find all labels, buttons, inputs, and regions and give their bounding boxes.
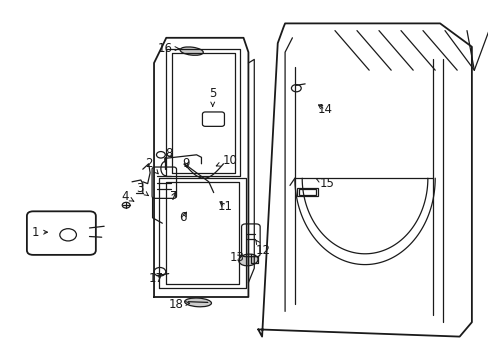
Text: 12: 12 [255, 240, 270, 257]
Text: 1: 1 [31, 226, 47, 239]
Text: 4: 4 [121, 190, 134, 203]
Text: 10: 10 [216, 154, 237, 167]
Text: 14: 14 [317, 103, 332, 116]
Bar [297, 188, 317, 196]
Text: 3: 3 [135, 183, 148, 195]
Text: 2: 2 [145, 157, 158, 174]
Ellipse shape [180, 47, 203, 55]
Text: 5: 5 [208, 87, 216, 106]
Text: 13: 13 [229, 251, 244, 264]
Ellipse shape [184, 298, 211, 307]
Text: 7: 7 [169, 190, 177, 203]
Text: 6: 6 [179, 211, 187, 224]
Text: 9: 9 [182, 157, 189, 170]
Ellipse shape [238, 254, 258, 266]
Text: 15: 15 [316, 177, 333, 190]
Text: 17: 17 [149, 273, 163, 285]
Text: 16: 16 [158, 42, 179, 55]
Text: 18: 18 [168, 298, 189, 311]
Text: 11: 11 [217, 201, 232, 213]
Text: 8: 8 [164, 147, 172, 159]
Bar [299, 189, 315, 195]
